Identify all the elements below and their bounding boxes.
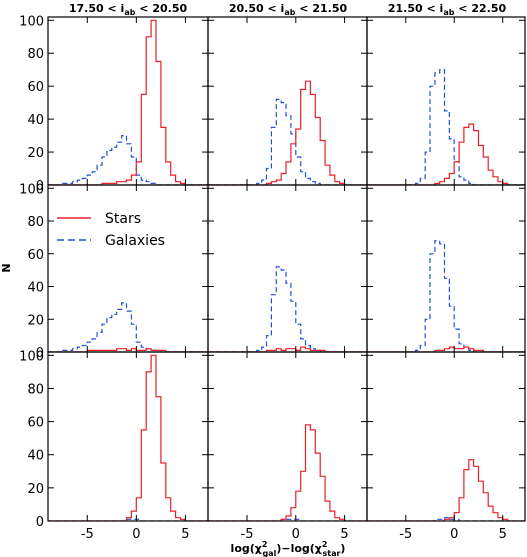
y-tick-label: 40 (27, 281, 44, 296)
panel-r3c2: -5 0 5 (208, 352, 367, 542)
panel-border-r3c2 (207, 351, 368, 522)
y-tick-label: 60 (27, 416, 44, 431)
y-tick-label: 80 (27, 382, 44, 397)
grid-frame (47, 16, 526, 522)
x-tick-label: -5 (241, 527, 254, 542)
column-titles: 17.50 < iab < 20.50 20.50 < iab < 21.50 … (69, 2, 507, 17)
x-axis-label: log(χ2 gal)−log(χ2 star) (231, 540, 346, 557)
y-tick-label: 0 (36, 346, 44, 361)
galaxies-histogram-r3c2 (208, 518, 367, 521)
x-tick-label: -5 (81, 527, 94, 542)
galaxies-histogram-r1c1 (48, 135, 208, 185)
y-tick-label: 20 (27, 482, 44, 497)
galaxies-histogram-r1c2 (208, 98, 367, 185)
panel-r1c3 (367, 17, 525, 186)
x-tick-label: 5 (499, 527, 507, 542)
x-tick-label: 0 (292, 527, 300, 542)
y-tick-label: 40 (27, 113, 44, 128)
y-tick-label: 100 (19, 182, 44, 197)
panel-border-r1c1 (47, 16, 209, 186)
galaxies-histogram-r3c1 (48, 518, 208, 521)
stars-histogram-r2c2 (208, 346, 367, 352)
column-title-3: 21.50 < iab < 22.50 (388, 2, 507, 17)
galaxies-histogram-r2c2 (208, 266, 367, 352)
panel-r2c2 (208, 185, 367, 353)
panel-r1c2 (208, 17, 367, 186)
y-tick-label: 0 (36, 515, 44, 530)
stars-histogram-r3c3 (367, 459, 525, 521)
y-tick-label: 20 (27, 313, 44, 328)
panel-border-r1c2 (207, 16, 368, 186)
legend: Stars Galaxies (57, 211, 165, 249)
y-tick-label: 60 (27, 80, 44, 95)
panel-border-r2c3 (366, 184, 526, 353)
y-tick-label: 80 (27, 47, 44, 62)
panel-border-r1c3 (366, 16, 526, 186)
panel-border-r2c2 (207, 184, 368, 353)
y-tick-label: 0 (36, 179, 44, 194)
stars-histogram-r1c2 (208, 80, 367, 185)
legend-galaxies-label: Galaxies (105, 233, 165, 249)
y-tick-label: 80 (27, 215, 44, 230)
y-tick-label: 40 (27, 449, 44, 464)
x-tick-label: 0 (450, 527, 458, 542)
stars-histogram-r3c1 (48, 354, 208, 521)
galaxies-histogram-r2c3 (367, 240, 525, 352)
y-tick-label: 100 (19, 349, 44, 364)
panel-border-r3c3 (366, 351, 526, 522)
column-title-1: 17.50 < iab < 20.50 (69, 2, 188, 17)
y-tick-label: 100 (19, 14, 44, 29)
y-tick-label: 20 (27, 146, 44, 161)
x-tick-label: 5 (181, 527, 189, 542)
x-tick-label: 5 (340, 527, 348, 542)
x-tick-label: 0 (132, 527, 140, 542)
panel-border-r3c1 (47, 351, 209, 522)
galaxies-histogram-r2c1 (48, 302, 208, 352)
y-axis-label: N (0, 263, 13, 272)
stars-histogram-r1c1 (48, 19, 208, 185)
stars-histogram-r3c2 (208, 424, 367, 521)
panel-r2c1: 0 20 40 60 80 100 (19, 182, 208, 361)
legend-stars-label: Stars (105, 211, 141, 227)
y-tick-label: 60 (27, 248, 44, 263)
x-tick-label: -5 (399, 527, 412, 542)
galaxies-histogram-r1c3 (367, 69, 525, 185)
stars-histogram-r1c3 (367, 123, 525, 185)
stars-histogram-r2c1 (48, 348, 208, 352)
panel-r3c3: -5 0 5 (367, 352, 525, 542)
galaxies-histogram-r3c3 (367, 517, 525, 521)
stars-histogram-r2c3 (367, 346, 525, 352)
panel-r1c1: 0 20 40 60 80 100 (19, 14, 208, 194)
column-title-2: 20.50 < iab < 21.50 (229, 2, 348, 17)
panel-r3c1: 0 20 40 60 80 100 -5 0 5 (19, 349, 208, 542)
panel-r2c3 (367, 185, 525, 353)
